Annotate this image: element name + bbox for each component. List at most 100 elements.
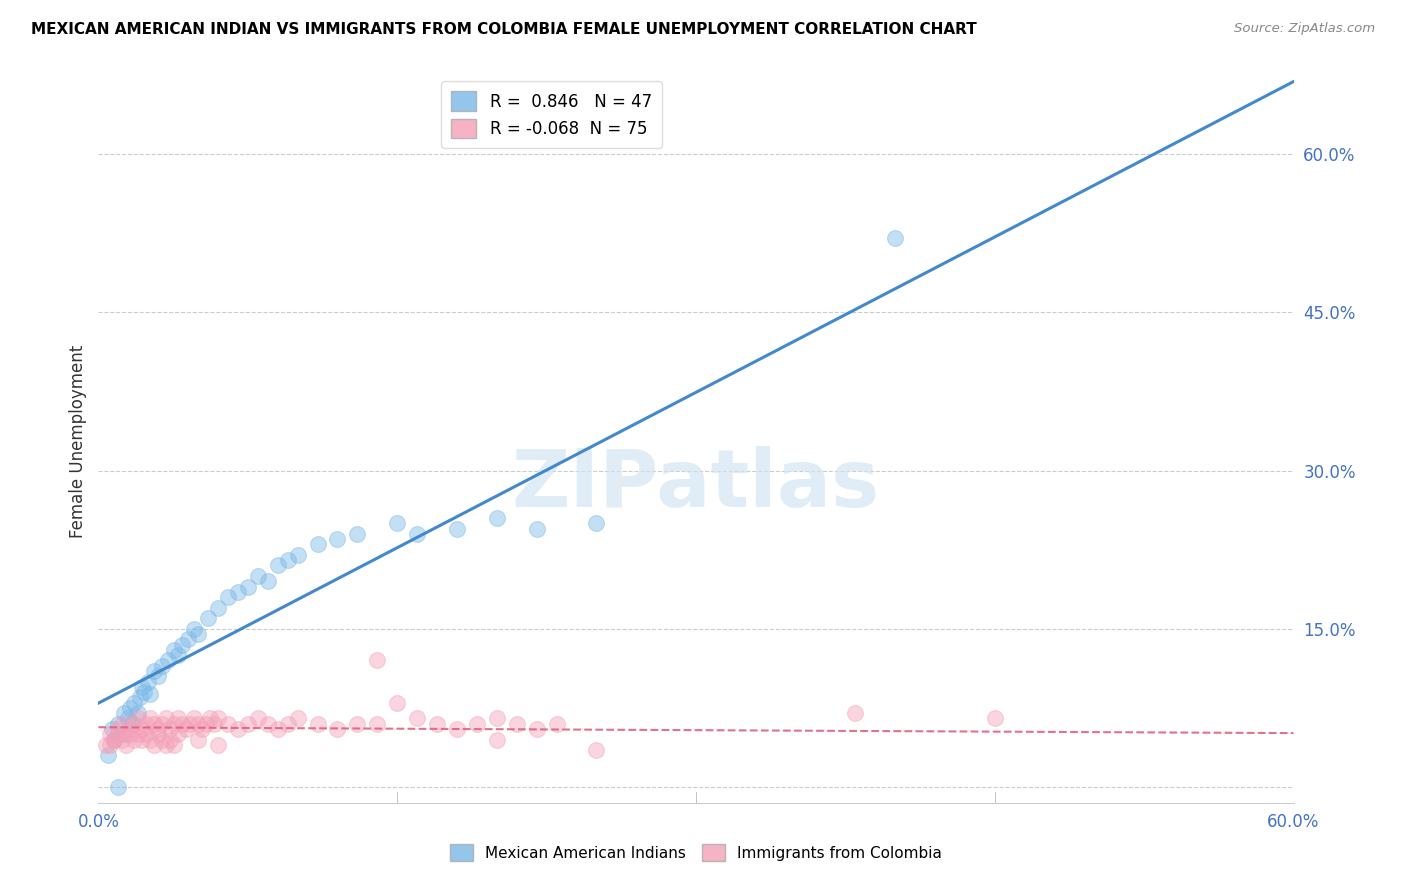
Point bbox=[307, 716, 329, 731]
Point bbox=[246, 569, 269, 583]
Point bbox=[256, 716, 278, 731]
Point bbox=[177, 632, 200, 647]
Point bbox=[143, 738, 166, 752]
Point bbox=[426, 716, 449, 731]
Point bbox=[207, 711, 229, 725]
Text: MEXICAN AMERICAN INDIAN VS IMMIGRANTS FROM COLOMBIA FEMALE UNEMPLOYMENT CORRELAT: MEXICAN AMERICAN INDIAN VS IMMIGRANTS FR… bbox=[31, 22, 977, 37]
Point bbox=[187, 627, 209, 641]
Text: ZIPatlas: ZIPatlas bbox=[512, 446, 880, 524]
Point bbox=[226, 722, 249, 736]
Point bbox=[103, 732, 125, 747]
Point bbox=[155, 738, 177, 752]
Point bbox=[101, 722, 124, 736]
Point bbox=[346, 526, 368, 541]
Point bbox=[226, 585, 249, 599]
Point bbox=[148, 669, 170, 683]
Point bbox=[246, 711, 269, 725]
Point bbox=[120, 722, 142, 736]
Point bbox=[139, 711, 162, 725]
Point bbox=[172, 716, 194, 731]
Point bbox=[346, 716, 368, 731]
Point bbox=[217, 590, 239, 604]
Point bbox=[115, 727, 138, 741]
Point bbox=[127, 706, 149, 720]
Point bbox=[150, 658, 173, 673]
Point bbox=[526, 522, 548, 536]
Point bbox=[143, 664, 166, 678]
Point bbox=[124, 696, 146, 710]
Point bbox=[844, 706, 866, 720]
Point bbox=[198, 711, 221, 725]
Point bbox=[129, 690, 152, 705]
Point bbox=[136, 674, 159, 689]
Point bbox=[446, 722, 468, 736]
Point bbox=[506, 716, 529, 731]
Point bbox=[236, 716, 259, 731]
Point bbox=[107, 780, 129, 794]
Point bbox=[148, 722, 170, 736]
Point bbox=[167, 727, 190, 741]
Point bbox=[159, 722, 181, 736]
Point bbox=[134, 685, 156, 699]
Point bbox=[465, 716, 488, 731]
Point bbox=[163, 738, 186, 752]
Point bbox=[155, 711, 177, 725]
Point bbox=[546, 716, 568, 731]
Point bbox=[585, 516, 607, 531]
Point bbox=[163, 643, 186, 657]
Point bbox=[150, 716, 173, 731]
Point bbox=[143, 716, 166, 731]
Point bbox=[385, 696, 409, 710]
Point bbox=[115, 738, 138, 752]
Point bbox=[163, 716, 186, 731]
Point bbox=[191, 722, 214, 736]
Point bbox=[98, 727, 122, 741]
Point bbox=[107, 716, 129, 731]
Point bbox=[485, 732, 508, 747]
Point bbox=[139, 687, 162, 701]
Point bbox=[202, 716, 225, 731]
Point bbox=[124, 716, 146, 731]
Text: Source: ZipAtlas.com: Source: ZipAtlas.com bbox=[1234, 22, 1375, 36]
Point bbox=[406, 526, 429, 541]
Point bbox=[111, 727, 134, 741]
Point bbox=[121, 716, 143, 731]
Point bbox=[307, 537, 329, 551]
Point bbox=[256, 574, 278, 589]
Point bbox=[197, 611, 219, 625]
Point bbox=[127, 727, 149, 741]
Point bbox=[117, 711, 139, 725]
Point bbox=[167, 711, 190, 725]
Point bbox=[131, 732, 153, 747]
Point bbox=[111, 716, 134, 731]
Point bbox=[131, 722, 153, 736]
Point bbox=[187, 732, 209, 747]
Point bbox=[585, 743, 607, 757]
Point bbox=[446, 522, 468, 536]
Point bbox=[174, 722, 197, 736]
Point bbox=[277, 553, 299, 567]
Point bbox=[984, 711, 1007, 725]
Point bbox=[195, 716, 218, 731]
Point bbox=[135, 716, 157, 731]
Point bbox=[366, 653, 388, 667]
Point bbox=[148, 727, 170, 741]
Point bbox=[120, 701, 142, 715]
Point bbox=[485, 511, 508, 525]
Point bbox=[217, 716, 239, 731]
Point bbox=[111, 732, 134, 747]
Point bbox=[107, 722, 129, 736]
Point bbox=[159, 732, 181, 747]
Point bbox=[267, 722, 290, 736]
Point bbox=[183, 711, 205, 725]
Point bbox=[103, 732, 125, 747]
Point bbox=[326, 532, 349, 546]
Point bbox=[120, 727, 142, 741]
Y-axis label: Female Unemployment: Female Unemployment bbox=[69, 345, 87, 538]
Point bbox=[172, 638, 194, 652]
Point bbox=[287, 711, 309, 725]
Point bbox=[97, 748, 120, 763]
Point bbox=[326, 722, 349, 736]
Point bbox=[277, 716, 299, 731]
Point bbox=[187, 716, 209, 731]
